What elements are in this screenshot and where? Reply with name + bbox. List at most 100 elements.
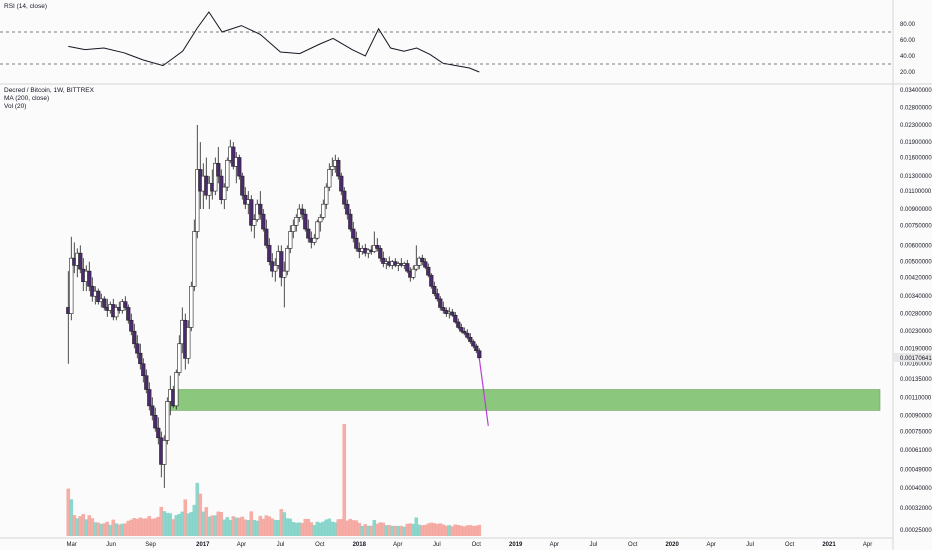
volume-bar	[201, 511, 206, 536]
projection-line	[478, 358, 489, 426]
volume-bar	[225, 517, 230, 536]
price-tick-label: 0.00040000	[900, 486, 932, 492]
volume-bar	[195, 482, 200, 536]
candle-body	[195, 169, 200, 232]
candle-body	[420, 257, 425, 262]
volume-bar	[222, 519, 227, 536]
volume-bar	[189, 512, 194, 536]
time-tick-label: 2017	[196, 542, 210, 548]
volume-bar	[468, 525, 473, 536]
volume-bar	[114, 523, 119, 536]
price-tick-label: 0.00190000	[900, 346, 932, 352]
rsi-tick-label: 40.00	[900, 54, 916, 60]
volume-bar	[423, 524, 428, 536]
time-tick-label: 2020	[665, 542, 679, 548]
time-tick-label: Mar	[67, 542, 77, 548]
volume-bar	[192, 504, 197, 536]
volume-bar	[291, 522, 296, 536]
candle-body	[237, 157, 242, 177]
volume-bar	[135, 518, 140, 536]
candle-body	[441, 307, 446, 311]
volume-bar	[177, 514, 182, 536]
volume-bar	[324, 519, 329, 536]
volume-bar	[366, 525, 371, 536]
candle-body	[321, 203, 326, 218]
volume-bar	[84, 519, 89, 536]
volume-bar	[186, 513, 191, 536]
candle-body	[477, 350, 482, 359]
volume-bar	[66, 488, 71, 536]
time-tick-label: Jul	[433, 542, 441, 548]
candle-body	[165, 401, 170, 441]
time-tick-label: Oct	[472, 542, 482, 548]
volume-bar	[90, 518, 95, 536]
candle-body	[174, 372, 179, 407]
volume-bar	[381, 522, 386, 536]
volume-bar	[168, 513, 173, 536]
time-tick-label: Apr	[237, 542, 246, 548]
volume-bar	[120, 523, 125, 536]
volume-bar	[234, 517, 239, 536]
candle-body	[318, 217, 323, 223]
volume-bar	[282, 512, 287, 536]
volume-bar	[261, 518, 266, 536]
rsi-tick-label: 20.00	[900, 70, 916, 76]
volume-bar	[132, 518, 137, 536]
time-tick-label: 2018	[353, 542, 367, 548]
volume-bar	[438, 523, 443, 536]
volume-bar	[312, 525, 317, 536]
volume-bar	[159, 506, 164, 536]
candle-body	[216, 162, 221, 177]
candle-body	[294, 217, 299, 226]
support-zone	[169, 389, 881, 411]
price-tick-label: 0.01100000	[900, 189, 932, 195]
volume-bar	[450, 526, 455, 536]
volume-bar	[348, 518, 353, 536]
candle-body	[189, 285, 194, 328]
volume-bar	[252, 520, 257, 536]
volume-bar	[321, 521, 326, 536]
volume-bar	[390, 526, 395, 536]
volume-bar	[351, 520, 356, 536]
volume-bar	[372, 520, 377, 536]
candle-body	[186, 327, 191, 359]
volume-bar	[405, 523, 410, 536]
volume-bar	[414, 517, 419, 536]
candle-body	[231, 146, 236, 167]
candle-body	[114, 307, 119, 318]
price-tick-label: 0.00160000	[900, 362, 932, 368]
volume-bar	[342, 424, 347, 536]
volume-bar	[150, 518, 155, 536]
candle-body	[345, 203, 350, 215]
volume-bar	[273, 520, 278, 536]
volume-bar	[447, 525, 452, 536]
price-tick-label: 0.00110000	[900, 395, 932, 401]
candle-body	[288, 231, 293, 249]
volume-bar	[294, 522, 299, 536]
candle-body	[177, 343, 182, 373]
volume-bar	[279, 509, 284, 536]
volume-bar	[453, 524, 458, 536]
time-tick-label: 2021	[822, 542, 836, 548]
candle-body	[405, 263, 410, 272]
volume-bar	[216, 511, 221, 536]
time-tick-label: Apr	[863, 542, 872, 548]
volume-bar	[153, 518, 158, 536]
volume-bar	[435, 523, 440, 536]
volume-bar	[72, 515, 77, 536]
volume-bar	[111, 519, 116, 536]
price-tick-label: 0.01300000	[900, 174, 932, 180]
time-tick-label: 2019	[509, 542, 523, 548]
candle-body	[411, 268, 416, 278]
price-tick-label: 0.00340000	[900, 294, 932, 300]
volume-bar	[78, 516, 83, 536]
ma-legend: MA (200, close)	[4, 95, 50, 102]
volume-bar	[471, 525, 476, 536]
volume-bar	[171, 519, 176, 536]
volume-bar	[315, 521, 320, 536]
candle-body	[342, 190, 347, 205]
volume-bar	[297, 522, 302, 536]
volume-bar	[207, 516, 212, 536]
candle-body	[222, 186, 227, 200]
volume-bar	[183, 499, 188, 536]
